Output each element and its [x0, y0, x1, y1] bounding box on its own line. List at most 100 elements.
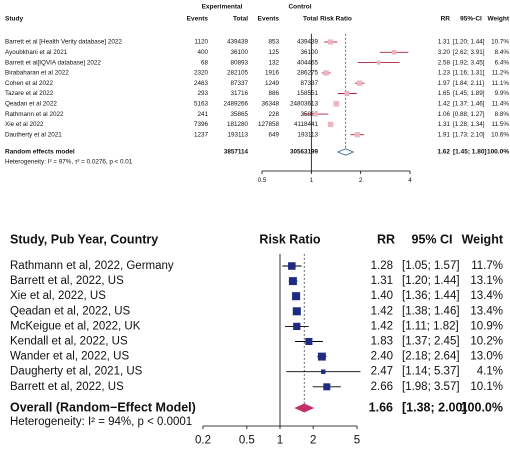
weight-value: 6.4%	[495, 59, 510, 66]
study-name: Rathmann et al, 2022, Germany	[10, 260, 174, 272]
weight-value: 4.1%	[477, 366, 503, 378]
table-cell: 228	[268, 111, 279, 118]
table-cell: 2320	[194, 70, 209, 77]
study-name: Tazare et al 2022	[5, 90, 54, 97]
ci-value: [1.37; 1.46]	[453, 100, 485, 107]
weight-value: 13.1%	[470, 275, 503, 287]
table-cell: 181280	[227, 121, 249, 128]
weight-value: 10.2%	[470, 336, 503, 348]
pooled-weight: 100.0%	[487, 149, 509, 156]
column-header: Total	[233, 16, 248, 23]
study-square	[323, 70, 329, 76]
rr-value: 2.40	[371, 351, 393, 363]
pooled-diamond	[294, 403, 315, 413]
rr-value: 2.58	[438, 59, 451, 66]
table-cell: 439439	[297, 39, 319, 46]
weight-value: 10.9%	[470, 320, 503, 332]
table-cell: 87337	[300, 80, 318, 87]
column-header: Total	[303, 16, 318, 23]
x-tick-label: 0.5	[258, 177, 267, 184]
weight-value: 13.0%	[470, 351, 503, 363]
rr-value: 1.42	[371, 305, 393, 317]
x-tick-label: 2	[359, 177, 363, 184]
table-cell: 68	[201, 59, 209, 66]
pooled-label: Random effects model	[5, 149, 75, 156]
table-cell: 404465	[297, 59, 319, 66]
table-cell: 36100	[230, 49, 248, 56]
table-cell: 132	[268, 59, 279, 66]
study-name: Kendall et al, 2022, US	[10, 336, 128, 348]
rr-value: 1.31	[438, 121, 451, 128]
weight-value: 10.6%	[491, 131, 509, 138]
table-cell: 241	[197, 111, 208, 118]
rr-value: 1.06	[438, 111, 451, 118]
table-cell: 31716	[230, 90, 248, 97]
table-cell: 4118441	[294, 121, 319, 128]
ci-value: [1.36; 1.44]	[402, 290, 460, 302]
ci-value: [1.73; 2.10]	[453, 131, 485, 138]
table-cell: 24803613	[290, 100, 319, 107]
pooled-rr: 1.66	[369, 400, 393, 414]
x-tick-label: 2	[310, 435, 316, 447]
ci-value: [1.38; 1.46]	[402, 305, 460, 317]
group-header: Experimental	[202, 4, 243, 11]
column-header: Risk Ratio	[259, 232, 320, 246]
study-square	[292, 292, 301, 301]
column-header: Weight	[462, 232, 504, 246]
rr-value: 3.20	[438, 49, 451, 56]
weight-value: 11.7%	[471, 260, 503, 272]
ci-value: [1.16; 1.31]	[453, 70, 485, 77]
study-name: Barrett et al[IQVIA database] 2022	[5, 59, 101, 66]
rr-value: 1.31	[438, 39, 451, 46]
rr-value: 1.65	[438, 90, 451, 97]
table-cell: 886	[268, 90, 279, 97]
study-name: Wander et al, 2022, US	[10, 351, 129, 363]
rr-value: 2.47	[371, 366, 393, 378]
pooled-weight: 100.0%	[461, 400, 503, 414]
weight-value: 11.1%	[492, 80, 510, 87]
study-square	[356, 80, 363, 86]
rr-value: 1.91	[438, 131, 451, 138]
ci-value: [1.92; 3.45]	[453, 59, 485, 66]
table-cell: 1916	[265, 70, 280, 77]
table-cell: 7396	[194, 121, 209, 128]
study-square	[333, 101, 339, 107]
ci-value: [2.18; 2.64]	[402, 351, 460, 363]
column-header: Risk Ratio	[320, 16, 352, 23]
weight-value: 10.1%	[470, 381, 503, 393]
study-square	[327, 121, 334, 128]
table-cell: 1249	[265, 80, 280, 87]
x-tick-label: 1	[310, 177, 314, 184]
table-cell: 282105	[227, 70, 249, 77]
rr-value: 1.40	[371, 290, 393, 302]
weight-value: 10.7%	[491, 39, 509, 46]
table-cell: 649	[268, 131, 279, 138]
table-cell: 286275	[297, 70, 319, 77]
study-name: Dautherty et al 2021	[5, 131, 62, 138]
study-name: Daugherty et al, 2021, US	[10, 366, 143, 378]
table-cell: 439439	[227, 39, 249, 46]
study-name: Xie et al 2022	[5, 121, 44, 128]
study-square	[327, 39, 334, 45]
column-header: RR	[377, 232, 395, 246]
rr-value: 1.42	[371, 320, 393, 332]
weight-value: 8.8%	[495, 111, 510, 118]
study-name: Qeadan et al, 2022, US	[10, 305, 131, 317]
table-cell: 293	[197, 90, 208, 97]
ci-value: [1.98; 3.57]	[402, 381, 460, 393]
study-square	[344, 90, 350, 97]
rr-value: 1.31	[371, 275, 393, 287]
ci-value: [1.20; 1.44]	[453, 39, 485, 46]
group-header: Control	[288, 4, 311, 11]
pooled-ci: [1.38; 2.00]	[402, 400, 467, 414]
study-square	[305, 337, 313, 346]
table-cell: 36100	[300, 49, 318, 56]
column-header: Weight	[487, 16, 509, 23]
study-square	[376, 60, 381, 65]
table-cell: 35865	[230, 111, 248, 118]
column-header: Study, Pub Year, Country	[10, 232, 158, 246]
pooled-total: 3857114	[224, 149, 249, 156]
rr-value: 1.42	[438, 100, 451, 107]
table-cell: 2463	[194, 80, 209, 87]
